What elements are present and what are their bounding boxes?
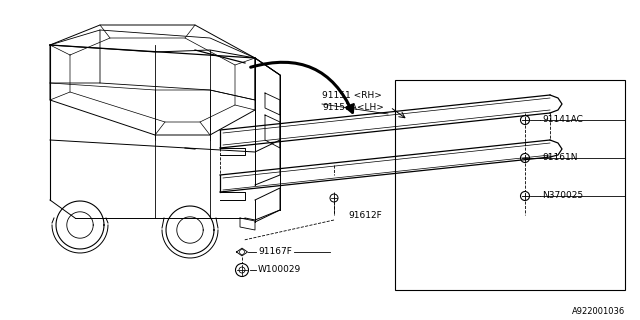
Text: N370025: N370025 [542,191,583,201]
FancyArrowPatch shape [251,62,353,112]
Text: W100029: W100029 [258,266,301,275]
Bar [395,80,625,290]
Text: 91612F: 91612F [348,211,381,220]
Text: 91167F: 91167F [258,247,292,257]
Text: 91151 <RH>: 91151 <RH> [322,91,382,100]
Text: A922001036: A922001036 [572,308,625,316]
Text: 91141AC: 91141AC [542,116,583,124]
Text: 91151A<LH>: 91151A<LH> [322,102,384,111]
Text: 91161N: 91161N [542,154,577,163]
